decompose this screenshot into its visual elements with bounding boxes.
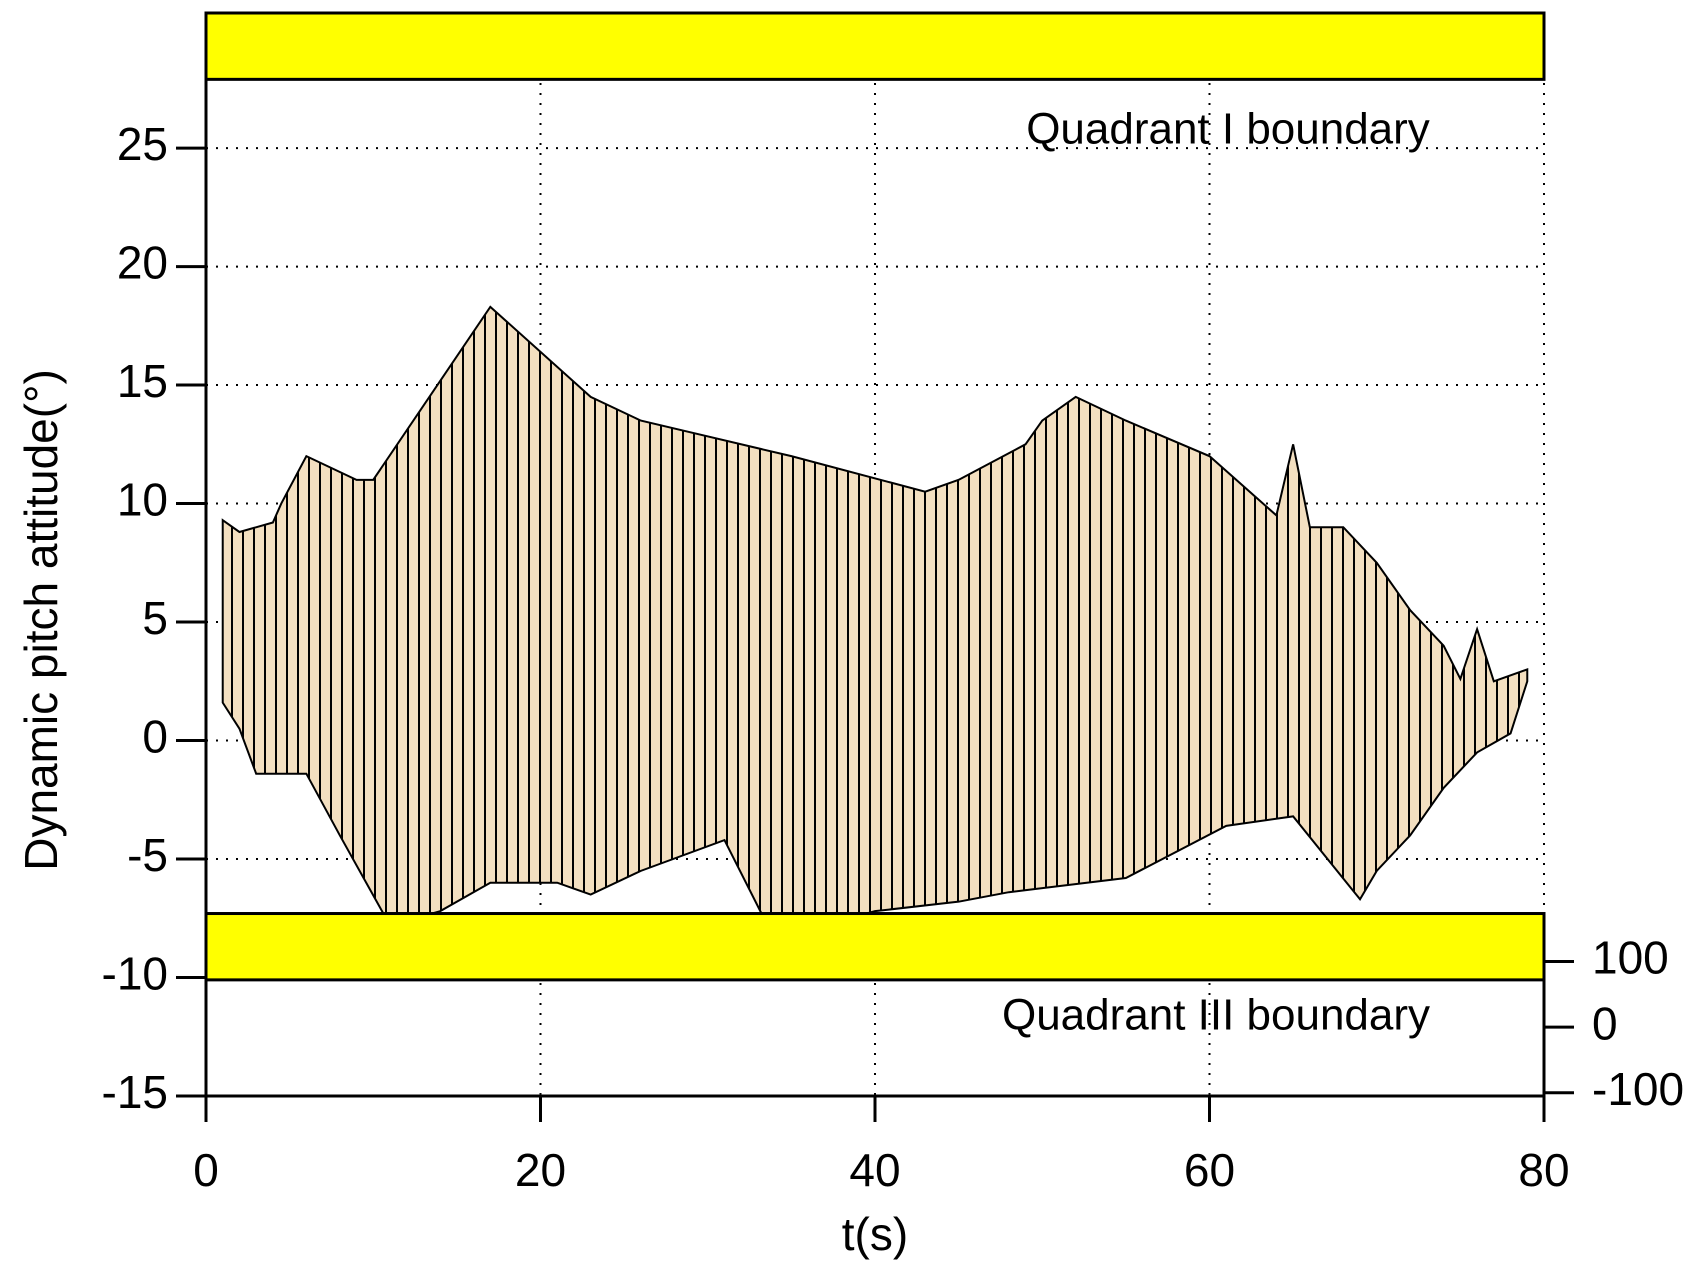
annotation: Quadrant I boundary [1026, 105, 1430, 154]
annotation: Quadrant III boundary [1002, 991, 1430, 1040]
x-tick-label: 20 [515, 1144, 566, 1196]
boundary-band [204, 912, 1546, 982]
boundary-band [204, 11, 1546, 81]
y-tick-label: -5 [127, 829, 168, 881]
y-axis-label: Dynamic pitch attitude(°) [15, 369, 67, 871]
y-tick-label: 15 [117, 355, 168, 407]
y2-tick-label: 100 [1592, 932, 1669, 984]
y-tick-label: 25 [117, 118, 168, 170]
x-axis-label: t(s) [842, 1208, 908, 1260]
y-tick-label: -15 [102, 1066, 168, 1118]
pitch-area [221, 305, 1529, 941]
y-tick-label: 0 [142, 711, 168, 763]
x-tick-label: 0 [193, 1144, 219, 1196]
y2-tick-label: 0 [1592, 997, 1618, 1049]
x-tick-label: 40 [849, 1144, 900, 1196]
x-tick-label: 60 [1184, 1144, 1235, 1196]
x-tick-label: 80 [1518, 1144, 1569, 1196]
y-tick-label: 5 [142, 592, 168, 644]
y-tick-label: -10 [102, 948, 168, 1000]
y-tick-label: 10 [117, 474, 168, 526]
y2-tick-label: -100 [1592, 1063, 1684, 1115]
y-tick-label: 20 [117, 237, 168, 289]
